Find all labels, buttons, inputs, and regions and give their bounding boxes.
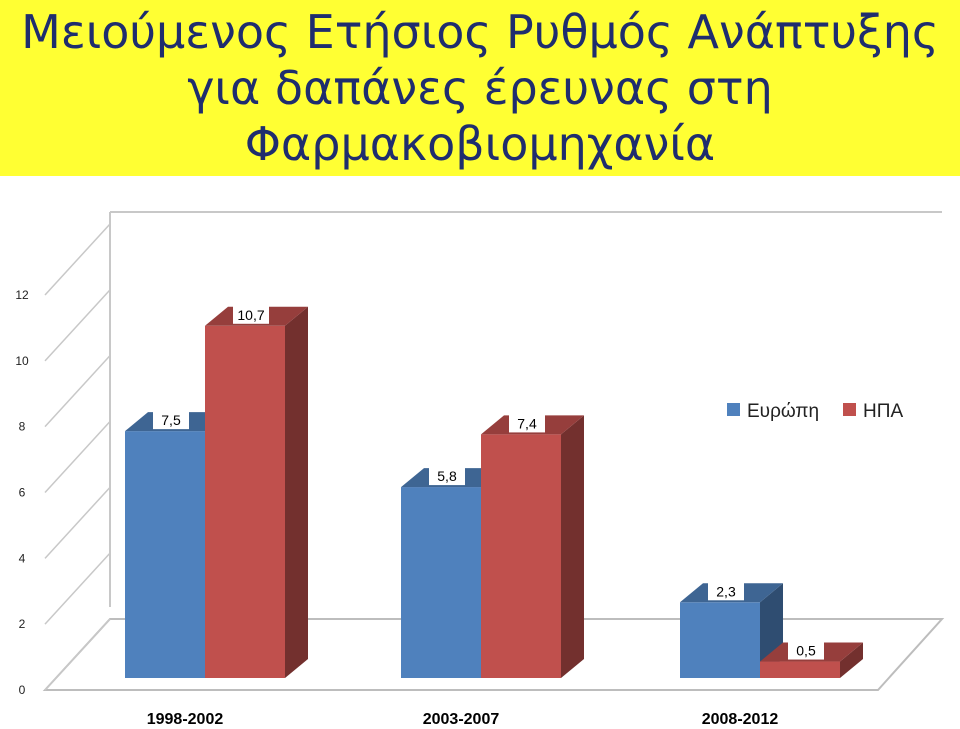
legend: Ευρώπη ΗΠΑ — [727, 401, 903, 422]
x-category-label: 2003-2007 — [423, 711, 500, 728]
title-line-1: Μειούμενος Ετήσιος Ρυθμός Ανάπτυξης — [21, 5, 939, 59]
data-label-box — [509, 412, 545, 433]
y-tick-label: 0 — [19, 683, 26, 697]
chart-title: Μειούμενος Ετήσιος Ρυθμός Ανάπτυξης για … — [0, 4, 960, 172]
data-label: 5,8 — [437, 468, 457, 484]
data-label: 7,4 — [517, 415, 537, 431]
bar-front — [481, 434, 561, 678]
legend-label: Ευρώπη — [747, 401, 819, 422]
data-label: 7,5 — [161, 412, 181, 428]
y-tick-label: 8 — [19, 420, 26, 434]
data-label-box — [233, 303, 269, 324]
bar-usa-2: 0,5 — [760, 639, 863, 678]
y-tick-label: 4 — [19, 551, 26, 565]
gridline-diagonal — [44, 223, 111, 296]
bar-europe-2: 2,3 — [680, 580, 783, 678]
y-tick-label: 12 — [15, 288, 29, 302]
bar-usa-1: 7,4 — [481, 412, 584, 678]
bar-front — [205, 325, 285, 678]
bar-front — [680, 602, 760, 678]
gridline-diagonal — [44, 618, 111, 691]
legend-swatch — [727, 403, 740, 416]
bar-front — [125, 431, 205, 678]
title-line-3: Φαρμακοβιομηχανία — [244, 117, 716, 171]
bars: 7,5 5,8 2,3 10,7 7,4 0,5 — [125, 303, 863, 678]
title-band — [0, 0, 960, 176]
data-label: 10,7 — [237, 307, 264, 323]
legend-label: ΗΠΑ — [863, 401, 903, 422]
bar-side — [285, 306, 308, 678]
data-label-box — [153, 409, 189, 430]
gridline-diagonal — [44, 420, 111, 494]
bar-usa-0: 10,7 — [205, 303, 308, 678]
gridlines — [44, 223, 111, 691]
data-label-box — [708, 580, 744, 601]
y-axis-ticks: 0 2 4 6 8 10 12 — [15, 288, 29, 697]
data-label-box — [429, 465, 465, 486]
x-category-label: 1998-2002 — [147, 711, 224, 728]
gridline-diagonal — [44, 289, 111, 362]
data-label: 0,5 — [796, 643, 816, 659]
y-tick-label: 10 — [15, 354, 29, 368]
gridline-diagonal — [44, 355, 111, 428]
gridline-diagonal — [44, 552, 111, 625]
data-label-box — [788, 639, 824, 660]
gridline-diagonal — [44, 486, 111, 559]
y-tick-label: 6 — [19, 486, 26, 500]
bar-side — [840, 642, 863, 678]
x-axis-categories: 1998-2002 2003-2007 2008-2012 — [147, 711, 779, 728]
bar-front — [760, 661, 840, 678]
legend-swatch — [843, 403, 856, 416]
data-label: 2,3 — [716, 583, 736, 599]
x-category-label: 2008-2012 — [702, 711, 779, 728]
y-tick-label: 2 — [19, 617, 26, 631]
bar-side — [561, 415, 584, 678]
bar-front — [401, 487, 481, 678]
title-line-2: για δαπάνες έρευνας στη — [187, 61, 773, 115]
